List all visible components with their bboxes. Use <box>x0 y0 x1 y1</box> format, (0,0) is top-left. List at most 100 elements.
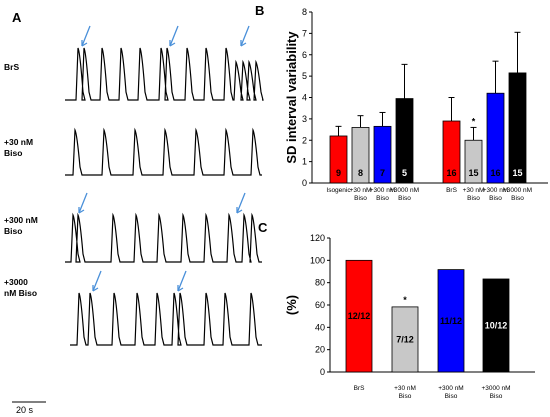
y-tick-label: 60 <box>315 300 325 310</box>
y-tick-label: 40 <box>315 322 325 332</box>
trace-label: +3000 <box>4 277 28 287</box>
y-axis-label: SD interval variability <box>284 31 299 164</box>
arrow-icon <box>81 25 91 47</box>
bar-count-label: 5 <box>402 168 407 178</box>
x-category-label: Biso <box>489 195 502 202</box>
bar-count-label: 11/12 <box>440 316 462 326</box>
x-category-label: +300 nM <box>483 187 508 194</box>
x-category-label: Biso <box>467 195 480 202</box>
bar-count-label: 10/12 <box>485 320 508 330</box>
y-tick-label: 100 <box>310 255 325 265</box>
y-tick-label: 7 <box>302 28 307 38</box>
bar <box>391 306 419 373</box>
x-category-label: BrS <box>446 187 458 194</box>
trace-line <box>70 292 262 346</box>
arrow-head-icon <box>92 285 99 292</box>
arrow-icon <box>169 25 179 47</box>
bar <box>437 269 465 373</box>
x-category-label: +300 nM <box>370 187 395 194</box>
bar <box>345 259 373 373</box>
bar-count-label: 8 <box>358 168 363 178</box>
trace-line <box>65 214 262 263</box>
arrow-head-icon <box>236 207 243 214</box>
arrow-head-icon <box>78 207 85 214</box>
arrow-icon <box>177 270 187 292</box>
bar-count-label: 9 <box>336 168 341 178</box>
y-tick-label: 4 <box>302 93 307 103</box>
x-category-label: +3000 nM <box>481 385 510 392</box>
bar-count-label: 7/12 <box>396 334 414 344</box>
significance-star: * <box>472 116 476 126</box>
arrow-head-icon <box>169 40 176 47</box>
bar-count-label: 16 <box>490 168 500 178</box>
trace-line <box>65 47 264 101</box>
scale-bar: 20 s <box>12 401 46 415</box>
x-category-label: Biso <box>445 393 458 400</box>
y-tick-label: 20 <box>315 345 325 355</box>
chart-sd-interval-variability: SD interval variability 0 1 2 3 4 5 6 7 8 9 Isogeni… <box>284 7 548 202</box>
y-tick-label: 8 <box>302 7 307 17</box>
bar-count-label: 15 <box>512 168 522 178</box>
panel-b-letter: B <box>255 3 264 18</box>
arrow-icon <box>92 270 102 292</box>
bar-count-label: 12/12 <box>348 311 371 321</box>
y-tick-label: 1 <box>302 157 307 167</box>
x-category-label: +300 nM <box>438 385 463 392</box>
bar-count-label: 15 <box>468 168 478 178</box>
trace-label: +30 nM <box>4 137 33 147</box>
arrow-icon <box>78 192 88 214</box>
y-tick-label: 80 <box>315 278 325 288</box>
y-tick-label: 5 <box>302 71 307 81</box>
trace-label: BrS <box>4 62 19 72</box>
x-category-label: Biso <box>354 195 367 202</box>
bar-count-label: 16 <box>446 168 456 178</box>
y-tick-label: 3 <box>302 114 307 124</box>
trace-row: BrS <box>4 25 264 101</box>
arrow-icon <box>240 25 250 47</box>
trace-label: nM Biso <box>4 288 37 298</box>
panel-a-letter: A <box>12 10 22 25</box>
significance-star: * <box>403 295 407 305</box>
trace-label: +300 nM <box>4 215 38 225</box>
panel-b: B SD interval variability 0 1 2 3 4 5 6 7 8 9 Isoge… <box>255 3 548 202</box>
y-tick-label: 0 <box>302 178 307 188</box>
y-tick-label: 0 <box>320 367 325 377</box>
arrow-head-icon <box>240 40 247 47</box>
x-category-label: +3000 nM <box>390 187 419 194</box>
y-axis-label: (%) <box>284 295 299 315</box>
y-tick-label: 2 <box>302 135 307 145</box>
x-category-label: +3000 nM <box>503 187 532 194</box>
arrow-head-icon <box>81 40 88 47</box>
x-category-label: Biso <box>376 195 389 202</box>
x-category-label: Isogenic <box>326 187 351 194</box>
x-category-label: Biso <box>511 195 524 202</box>
x-category-label: +30 nM <box>394 385 416 392</box>
arrow-head-icon <box>177 285 184 292</box>
x-category-label: Biso <box>490 393 503 400</box>
x-category-label: +30 nM <box>350 187 372 194</box>
x-category-label: Biso <box>399 393 412 400</box>
trace-label: Biso <box>4 226 22 236</box>
panel-c-letter: C <box>258 220 268 235</box>
y-tick-label: 6 <box>302 50 307 60</box>
y-tick-label: 120 <box>310 233 325 243</box>
bar <box>482 278 510 373</box>
scale-bar-label: 20 s <box>16 405 34 415</box>
bar-count-label: 7 <box>380 168 385 178</box>
bar <box>508 72 527 184</box>
arrow-icon <box>236 192 246 214</box>
x-category-label: Biso <box>398 195 411 202</box>
trace-label: Biso <box>4 148 22 158</box>
x-category-label: BrS <box>354 385 366 392</box>
trace-line <box>65 127 262 176</box>
x-category-label: +30 nM <box>463 187 485 194</box>
